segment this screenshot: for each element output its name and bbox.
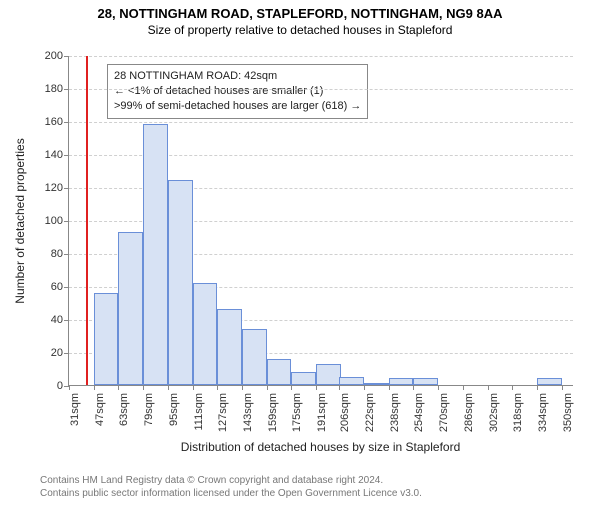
histogram-bar [291, 372, 316, 385]
histogram-bar [267, 359, 292, 385]
histogram-bar [193, 283, 218, 385]
xtick-label: 286sqm [463, 393, 475, 432]
ytick-label: 180 [45, 83, 69, 95]
xtick-label: 127sqm [217, 393, 229, 432]
footer-line: Contains public sector information licen… [40, 487, 422, 500]
histogram-bar [316, 364, 341, 385]
xtick-label: 334sqm [537, 393, 549, 432]
xtick-mark [118, 385, 119, 390]
ytick-label: 0 [57, 380, 69, 392]
gridline [69, 56, 573, 57]
xtick-label: 175sqm [291, 393, 303, 432]
ytick-label: 60 [51, 281, 69, 293]
xtick-mark [291, 385, 292, 390]
annotation-line: >99% of semi-detached houses are larger … [114, 99, 361, 114]
annotation-line: 28 NOTTINGHAM ROAD: 42sqm [114, 69, 361, 84]
xtick-mark [316, 385, 317, 390]
xtick-label: 143sqm [242, 393, 254, 432]
xtick-label: 350sqm [562, 393, 574, 432]
gridline [69, 89, 573, 90]
xtick-label: 63sqm [118, 393, 130, 426]
ytick-label: 20 [51, 347, 69, 359]
xtick-mark [438, 385, 439, 390]
xtick-mark [69, 385, 70, 390]
histogram-bar [217, 309, 242, 385]
xtick-mark [168, 385, 169, 390]
y-axis-title: Number of detached properties [13, 138, 27, 303]
xtick-mark [242, 385, 243, 390]
annotation-line: ← <1% of detached houses are smaller (1) [114, 84, 361, 99]
xtick-label: 206sqm [339, 393, 351, 432]
ytick-label: 100 [45, 215, 69, 227]
xtick-mark [364, 385, 365, 390]
ytick-label: 160 [45, 116, 69, 128]
xtick-mark [193, 385, 194, 390]
ytick-label: 120 [45, 182, 69, 194]
xtick-label: 31sqm [69, 393, 81, 426]
xtick-mark [389, 385, 390, 390]
page-subtitle: Size of property relative to detached ho… [0, 23, 600, 37]
annotation-box: 28 NOTTINGHAM ROAD: 42sqm ← <1% of detac… [107, 64, 368, 119]
ytick-label: 80 [51, 248, 69, 260]
ytick-label: 200 [45, 50, 69, 62]
xtick-mark [217, 385, 218, 390]
xtick-mark [488, 385, 489, 390]
xtick-label: 47sqm [94, 393, 106, 426]
x-axis-title: Distribution of detached houses by size … [181, 440, 461, 454]
histogram-bar [339, 377, 364, 385]
page-title: 28, NOTTINGHAM ROAD, STAPLEFORD, NOTTING… [0, 6, 600, 21]
xtick-mark [94, 385, 95, 390]
xtick-label: 222sqm [364, 393, 376, 432]
histogram-bar [168, 180, 193, 385]
histogram-bar [143, 124, 168, 385]
ytick-label: 40 [51, 314, 69, 326]
xtick-mark [267, 385, 268, 390]
xtick-label: 302sqm [488, 393, 500, 432]
xtick-mark [537, 385, 538, 390]
xtick-label: 111sqm [193, 393, 205, 431]
histogram-bar [364, 383, 389, 385]
histogram-bar [118, 232, 143, 385]
ytick-label: 140 [45, 149, 69, 161]
histogram-bar [413, 378, 438, 385]
xtick-label: 318sqm [512, 393, 524, 432]
xtick-mark [512, 385, 513, 390]
histogram-bar [389, 378, 414, 385]
xtick-mark [143, 385, 144, 390]
property-marker-line [86, 56, 88, 385]
xtick-label: 159sqm [267, 393, 279, 432]
xtick-label: 254sqm [413, 393, 425, 432]
histogram-plot: 28 NOTTINGHAM ROAD: 42sqm ← <1% of detac… [68, 56, 573, 386]
histogram-bar [537, 378, 562, 385]
footer-line: Contains HM Land Registry data © Crown c… [40, 474, 422, 487]
xtick-label: 238sqm [389, 393, 401, 432]
gridline [69, 122, 573, 123]
xtick-mark [562, 385, 563, 390]
xtick-label: 191sqm [316, 393, 328, 432]
xtick-mark [413, 385, 414, 390]
xtick-label: 270sqm [438, 393, 450, 432]
xtick-mark [339, 385, 340, 390]
xtick-mark [463, 385, 464, 390]
footer-attribution: Contains HM Land Registry data © Crown c… [40, 474, 422, 500]
histogram-bar [242, 329, 267, 385]
xtick-label: 95sqm [168, 393, 180, 426]
xtick-label: 79sqm [143, 393, 155, 426]
histogram-bar [94, 293, 119, 385]
